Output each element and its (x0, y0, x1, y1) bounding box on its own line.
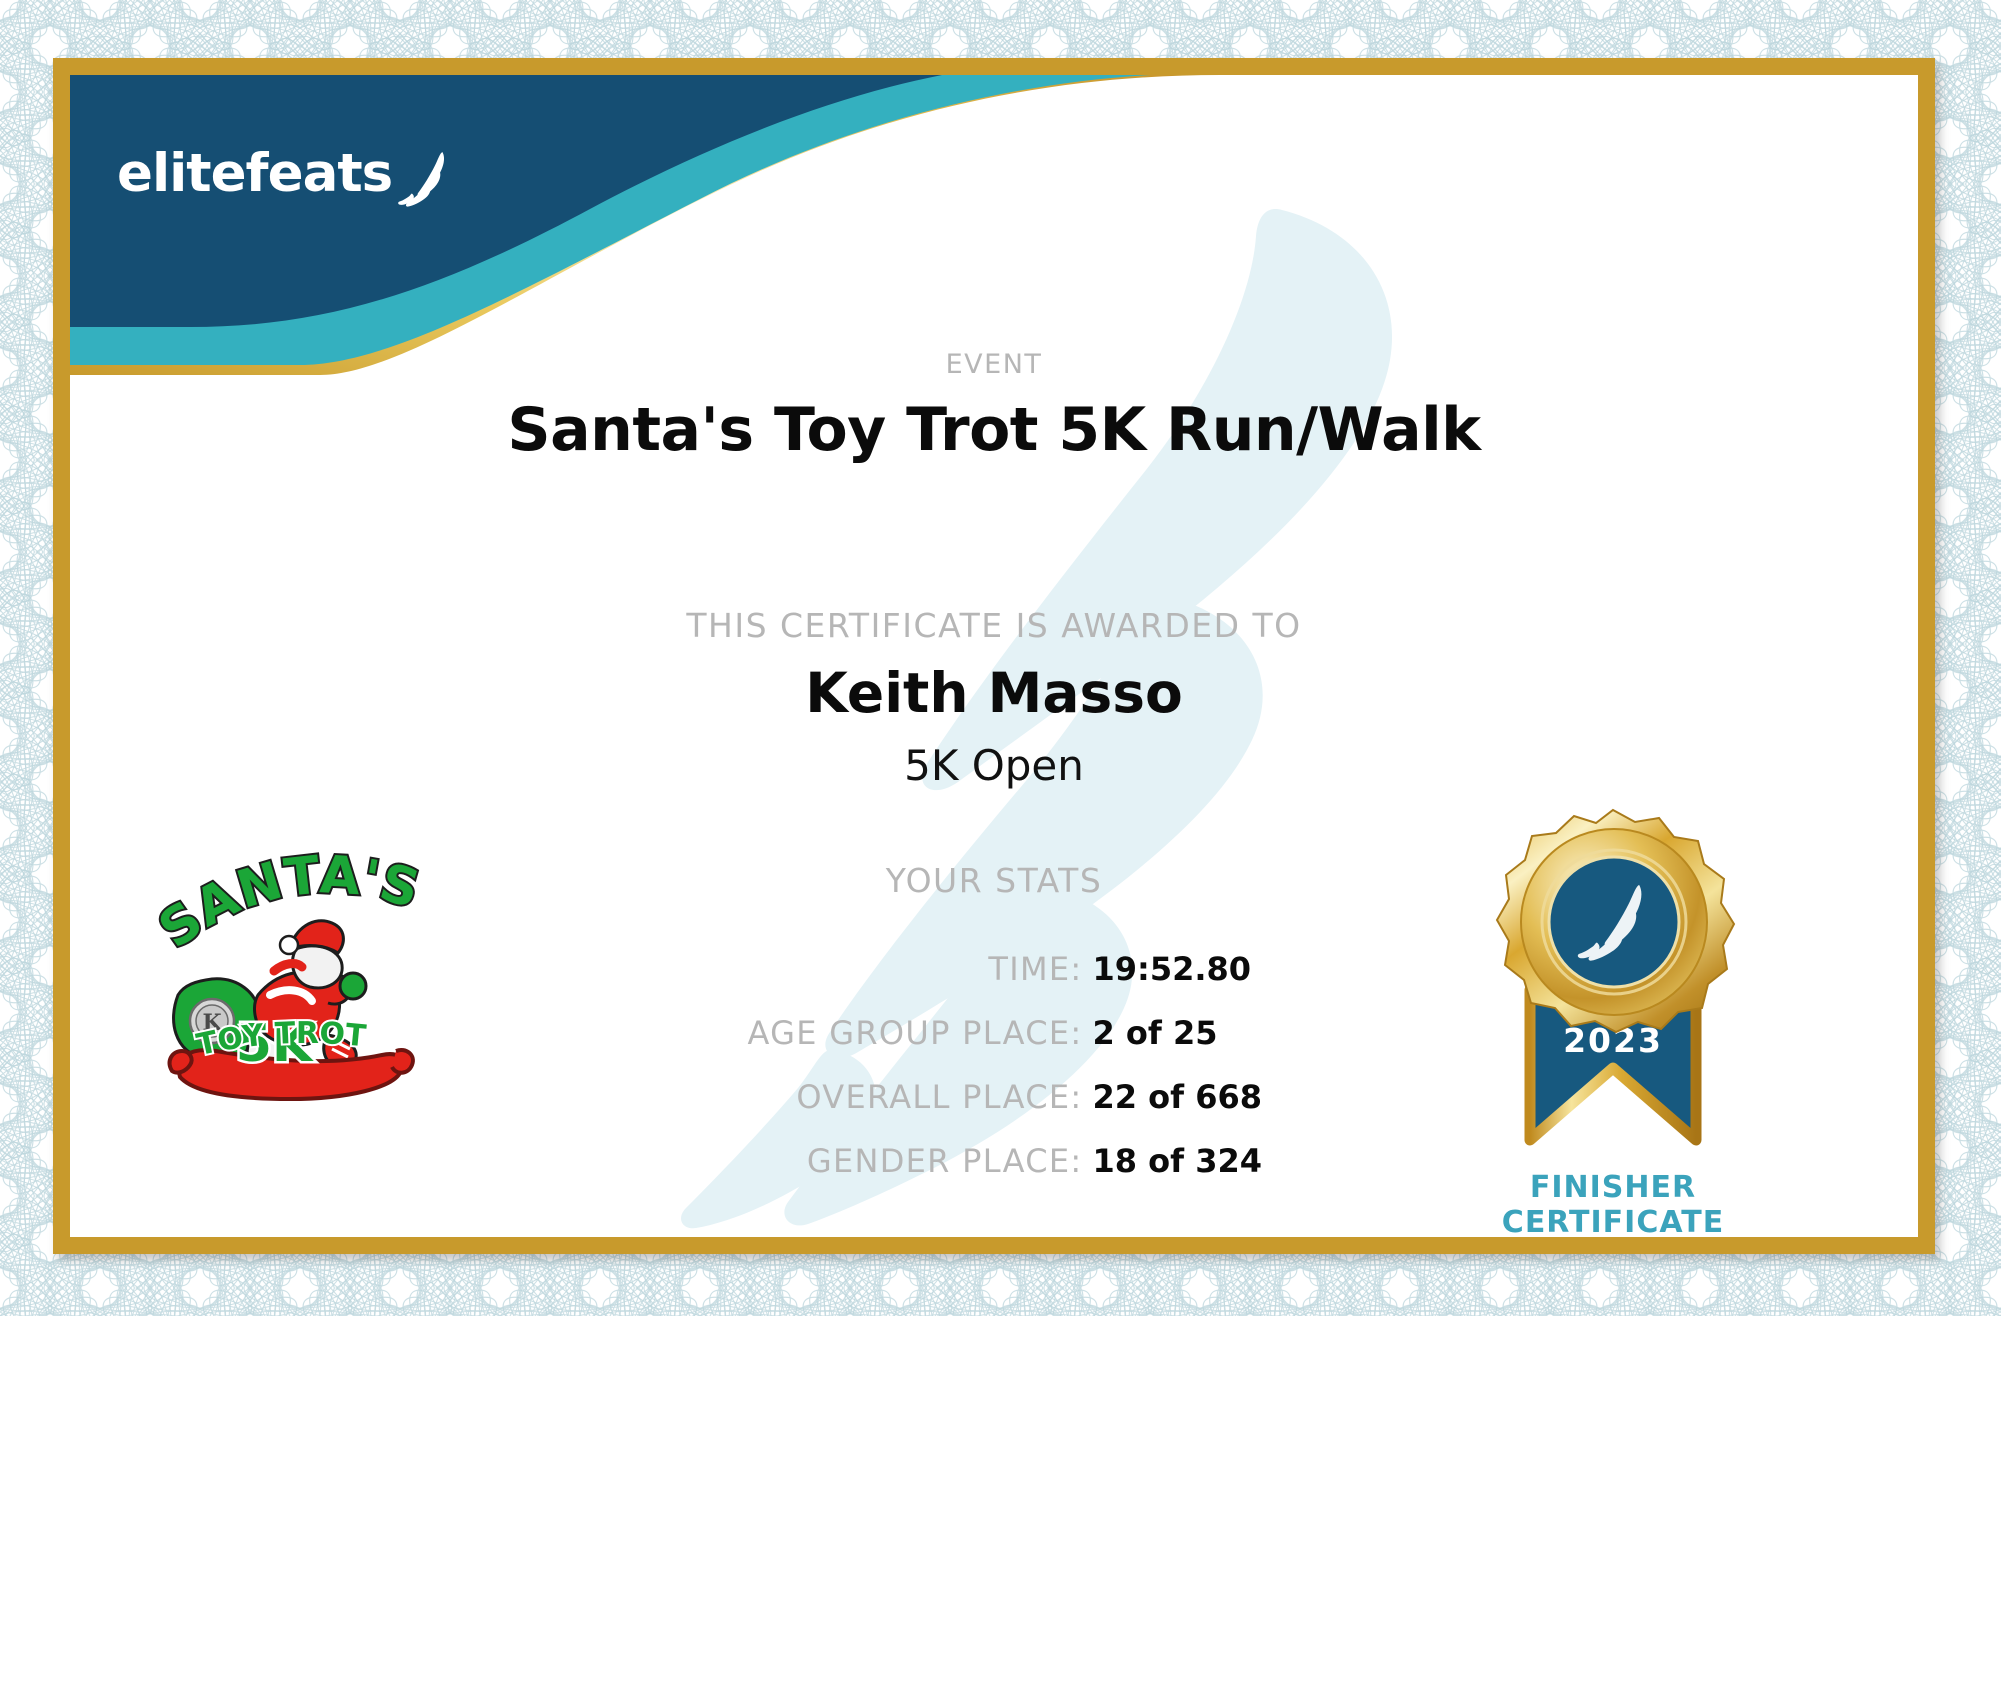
stat-value: 22 of 668 (1092, 1078, 1263, 1116)
recipient-name: Keith Masso (805, 661, 1183, 725)
your-stats-label: YOUR STATS (885, 861, 1103, 900)
distance-label: 5K (236, 1014, 314, 1074)
awarded-to-label: THIS CERTIFICATE IS AWARDED TO (686, 606, 1302, 645)
certificate-body: elitefeats EVENT Santa's Toy Trot 5K Run… (70, 75, 1918, 1237)
kiwanis-k-mark: K (202, 1010, 222, 1036)
stat-row-time: TIME: 19:52.80 (70, 937, 1918, 1001)
stat-row-overall-place: OVERALL PLACE: 22 of 668 (70, 1065, 1918, 1129)
certificate-content: EVENT Santa's Toy Trot 5K Run/Walk THIS … (70, 75, 1918, 1237)
stat-key: OVERALL PLACE: (796, 1078, 1083, 1116)
stat-row-age-group-place: AGE GROUP PLACE: 2 of 25 (70, 1001, 1918, 1065)
stat-key: TIME: (988, 950, 1083, 988)
medal-caption: FINISHER CERTIFICATE (1443, 1170, 1783, 1237)
stat-key: GENDER PLACE: (806, 1142, 1083, 1180)
certificate-frame: elitefeats EVENT Santa's Toy Trot 5K Run… (53, 58, 1935, 1254)
finisher-medal-icon: 2023 (1495, 808, 1736, 1146)
stat-value: 2 of 25 (1092, 1014, 1218, 1052)
medal-caption-line-2: CERTIFICATE (1501, 1205, 1725, 1237)
recipient-division: 5K Open (904, 741, 1084, 790)
stat-value: 18 of 324 (1092, 1142, 1263, 1180)
winged-foot-icon (398, 151, 445, 207)
santas-toy-trot-logo: SANTA'S K (150, 845, 420, 1102)
header-swoosh-art (70, 75, 1220, 375)
stat-value: 19:52.80 (1092, 950, 1252, 988)
event-label: EVENT (945, 349, 1043, 380)
stat-key: AGE GROUP PLACE: (747, 1014, 1083, 1052)
stat-row-gender-place: GENDER PLACE: 18 of 324 (70, 1129, 1918, 1193)
elitefeats-wordmark: elitefeats (117, 142, 393, 204)
medal-caption-line-1: FINISHER (1529, 1170, 1697, 1205)
stats-list: TIME: 19:52.80 AGE GROUP PLACE: 2 of 25 … (70, 937, 1918, 1193)
event-title: Santa's Toy Trot 5K Run/Walk (507, 395, 1481, 465)
elitefeats-logo: elitefeats (117, 137, 456, 209)
